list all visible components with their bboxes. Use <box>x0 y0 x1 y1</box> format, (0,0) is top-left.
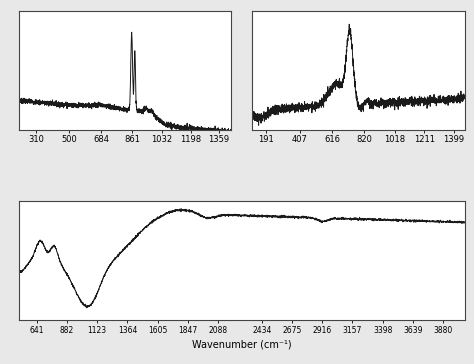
X-axis label: Wavenumber (cm⁻¹): Wavenumber (cm⁻¹) <box>192 339 292 349</box>
